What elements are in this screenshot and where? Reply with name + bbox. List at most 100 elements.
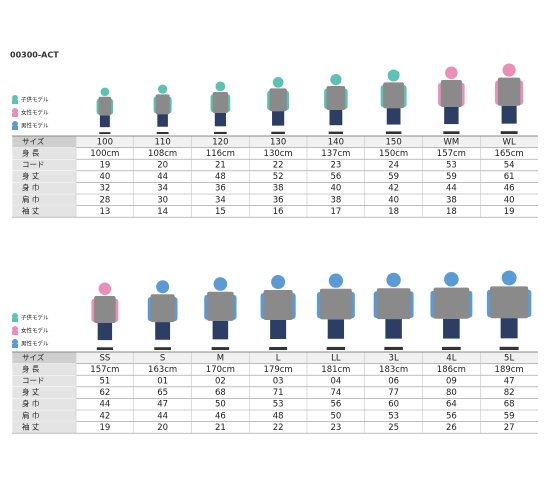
cell: 130cm (264, 149, 293, 159)
model-shoes (156, 132, 169, 134)
model-shoes (385, 131, 402, 134)
cell: 179cm (264, 365, 293, 375)
cell: 14 (157, 207, 168, 217)
model-pants (214, 113, 226, 127)
cell: 18 (388, 207, 399, 217)
cell: 38 (446, 195, 457, 205)
cell: 06 (388, 377, 399, 387)
cell: 150 (386, 137, 402, 147)
cell: 40 (388, 195, 399, 205)
cell: 46 (504, 184, 515, 194)
row-label: 肩 巾 (22, 194, 39, 204)
cell: 19 (99, 161, 110, 171)
cell: 165cm (495, 149, 524, 159)
cell: 34 (215, 195, 226, 205)
cell: 65 (157, 388, 168, 398)
cell: 44 (157, 172, 168, 182)
cell: 46 (215, 411, 226, 421)
model-shirt (497, 77, 521, 106)
model-shirt (319, 288, 352, 320)
cell: 51 (99, 377, 110, 387)
row-label: 袖 丈 (22, 421, 40, 431)
model-pants (212, 320, 229, 340)
cell: 100 (97, 137, 113, 147)
model-shoes (96, 347, 113, 350)
model-shirt (94, 296, 116, 323)
legend-label: 子供モデル (21, 96, 49, 104)
model-shirt (207, 291, 234, 321)
cell: 32 (99, 184, 110, 194)
model-pants (500, 318, 518, 339)
cell: SS (99, 353, 110, 363)
cell: 157cm (437, 149, 466, 159)
legend-icon-body (12, 113, 18, 117)
row-label: 身 長 (22, 363, 40, 373)
cell: 50 (330, 411, 341, 421)
model-head (502, 63, 516, 77)
cell: 53 (446, 161, 457, 171)
model-pants (327, 319, 345, 339)
model-head (215, 81, 226, 92)
cell: 47 (504, 377, 515, 387)
model-shoes (154, 347, 171, 350)
model-shirt (155, 94, 170, 115)
model-head (98, 282, 112, 296)
cell: 44 (446, 184, 457, 194)
cell: 116cm (206, 149, 235, 159)
cell: L (276, 353, 281, 363)
cell: 47 (157, 400, 168, 410)
model-shirt (440, 80, 462, 107)
row-label: 身 丈 (22, 171, 40, 181)
row-label: コード (22, 160, 45, 169)
legend-icon (12, 326, 18, 332)
model-shoes (211, 347, 230, 350)
cell: 170cm (206, 365, 235, 375)
cell: 59 (388, 172, 399, 182)
model-shoes (328, 131, 344, 134)
model-pants (386, 108, 401, 125)
model-pants (157, 114, 168, 127)
model-pants (99, 115, 110, 128)
cell: 18 (446, 207, 457, 217)
cell: 40 (330, 184, 341, 194)
cell: 60 (388, 400, 399, 410)
cell: 74 (330, 388, 341, 398)
model-head (158, 84, 168, 94)
model-head (330, 74, 342, 86)
model-shirt (212, 92, 229, 113)
legend-icon-body (12, 331, 18, 335)
cell: 20 (157, 423, 168, 433)
model-head (271, 275, 286, 289)
model-shoes (443, 131, 460, 134)
model-shirt (326, 86, 346, 110)
cell: 130 (270, 137, 286, 147)
legend-icon (12, 339, 18, 345)
model-shoes (384, 346, 403, 350)
model-pants (270, 320, 287, 339)
cell: 40 (504, 195, 515, 205)
cell: 150cm (379, 149, 408, 159)
cell: 44 (99, 400, 110, 410)
cell: 56 (330, 172, 341, 182)
model-shirt (383, 82, 405, 109)
model-shoes (269, 347, 288, 350)
cell: 03 (273, 377, 284, 387)
model-shirt (98, 96, 112, 116)
model-shoes (500, 131, 518, 134)
cell: WL (503, 137, 516, 147)
model-head (272, 77, 284, 88)
cell: 80 (446, 388, 457, 398)
legend-icon-body (12, 100, 18, 104)
cell: 23 (330, 161, 341, 171)
cell: LL (331, 353, 341, 363)
legend-icon-body (12, 344, 18, 348)
model-shirt (263, 290, 293, 320)
cell: 68 (215, 388, 226, 398)
cell: 27 (504, 423, 515, 433)
model-head (501, 270, 517, 286)
cell: 56 (330, 400, 341, 410)
legend-icon (12, 108, 18, 114)
cell: 52 (273, 172, 284, 182)
model-shoes (499, 346, 519, 350)
